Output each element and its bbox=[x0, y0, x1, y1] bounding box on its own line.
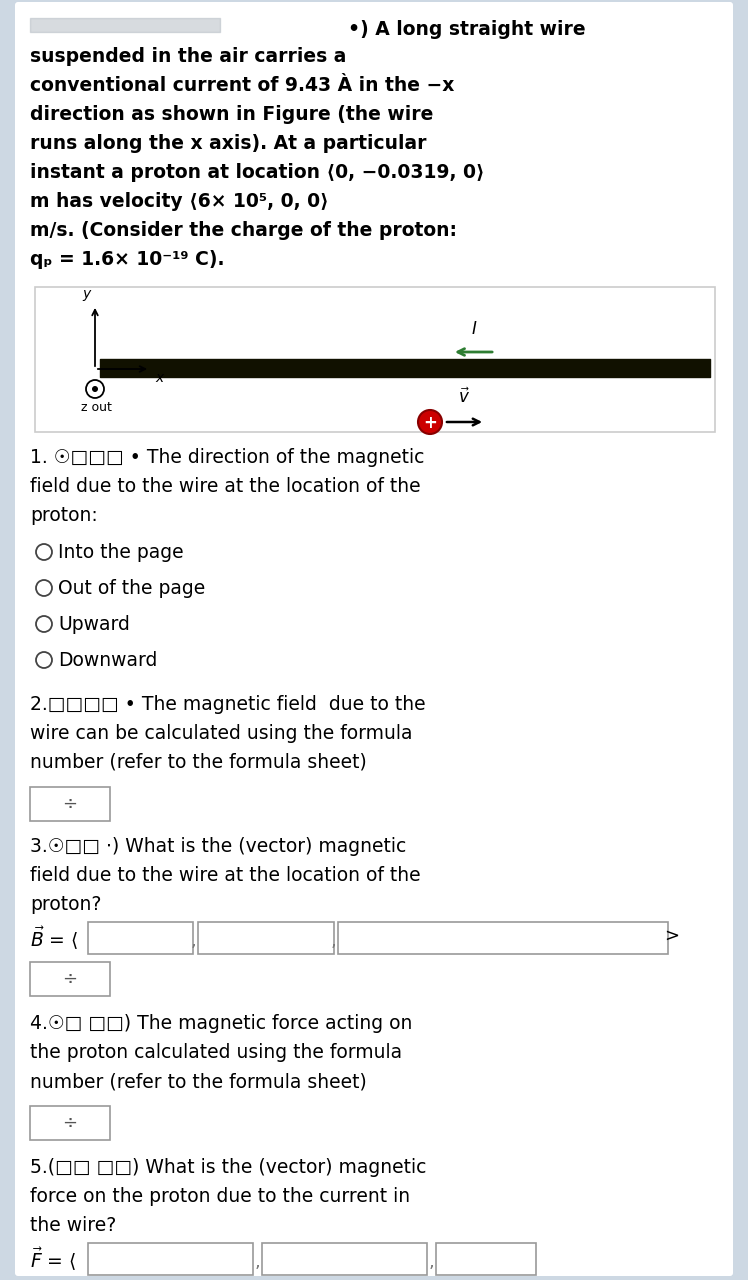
Text: proton?: proton? bbox=[30, 895, 102, 914]
Text: $\vec{B}$ = ⟨: $\vec{B}$ = ⟨ bbox=[30, 924, 79, 951]
FancyBboxPatch shape bbox=[338, 922, 668, 954]
Text: direction as shown in Figure (the wire: direction as shown in Figure (the wire bbox=[30, 105, 433, 124]
Text: Downward: Downward bbox=[58, 652, 157, 669]
FancyBboxPatch shape bbox=[88, 1243, 253, 1275]
Text: field due to the wire at the location of the: field due to the wire at the location of… bbox=[30, 867, 420, 884]
Text: proton:: proton: bbox=[30, 506, 98, 525]
FancyBboxPatch shape bbox=[35, 287, 715, 431]
Text: z out: z out bbox=[81, 401, 111, 413]
Text: ,: , bbox=[331, 932, 336, 950]
Text: force on the proton due to the current in: force on the proton due to the current i… bbox=[30, 1187, 410, 1206]
Text: +: + bbox=[423, 413, 437, 431]
Text: >: > bbox=[664, 927, 679, 945]
Text: m has velocity ⟨6× 10⁵, 0, 0⟩: m has velocity ⟨6× 10⁵, 0, 0⟩ bbox=[30, 192, 329, 211]
Text: qₚ = 1.6× 10⁻¹⁹ C).: qₚ = 1.6× 10⁻¹⁹ C). bbox=[30, 250, 224, 269]
Text: runs along the x axis). At a particular: runs along the x axis). At a particular bbox=[30, 134, 426, 154]
Text: the wire?: the wire? bbox=[30, 1216, 116, 1235]
FancyBboxPatch shape bbox=[436, 1243, 536, 1275]
Text: I: I bbox=[471, 320, 476, 338]
Text: number (refer to the formula sheet): number (refer to the formula sheet) bbox=[30, 753, 367, 772]
Circle shape bbox=[418, 410, 442, 434]
Text: Upward: Upward bbox=[58, 614, 130, 634]
Circle shape bbox=[36, 616, 52, 632]
Circle shape bbox=[86, 380, 104, 398]
Circle shape bbox=[36, 544, 52, 561]
FancyBboxPatch shape bbox=[262, 1243, 427, 1275]
Text: wire can be calculated using the formula: wire can be calculated using the formula bbox=[30, 724, 412, 742]
Text: instant a proton at location ⟨0, −0.0319, 0⟩: instant a proton at location ⟨0, −0.0319… bbox=[30, 163, 485, 182]
Text: x: x bbox=[155, 371, 163, 385]
Text: 5.(□□ □□) What is the (vector) magnetic: 5.(□□ □□) What is the (vector) magnetic bbox=[30, 1158, 426, 1178]
FancyBboxPatch shape bbox=[198, 922, 334, 954]
Text: suspended in the air carries a: suspended in the air carries a bbox=[30, 47, 346, 67]
Text: 3.☉□□ ⋅) What is the (vector) magnetic: 3.☉□□ ⋅) What is the (vector) magnetic bbox=[30, 837, 406, 856]
Text: 1. ☉□□□ • The direction of the magnetic: 1. ☉□□□ • The direction of the magnetic bbox=[30, 448, 424, 467]
Text: ,: , bbox=[190, 932, 196, 950]
Circle shape bbox=[36, 652, 52, 668]
Text: y: y bbox=[83, 287, 91, 301]
FancyBboxPatch shape bbox=[88, 922, 193, 954]
Text: number (refer to the formula sheet): number (refer to the formula sheet) bbox=[30, 1073, 367, 1091]
FancyBboxPatch shape bbox=[30, 1106, 110, 1140]
Text: conventional current of 9.43 À in the −x: conventional current of 9.43 À in the −x bbox=[30, 76, 454, 95]
Text: Into the page: Into the page bbox=[58, 543, 183, 562]
FancyBboxPatch shape bbox=[30, 963, 110, 996]
Text: 4.☉□ □□) The magnetic force acting on: 4.☉□ □□) The magnetic force acting on bbox=[30, 1014, 412, 1033]
Circle shape bbox=[92, 387, 98, 392]
Text: 2.□□□□ • The magnetic field  due to the: 2.□□□□ • The magnetic field due to the bbox=[30, 695, 426, 714]
FancyBboxPatch shape bbox=[30, 787, 110, 820]
Text: ,: , bbox=[254, 1253, 260, 1271]
Text: $\vec{v}$: $\vec{v}$ bbox=[458, 388, 470, 407]
Circle shape bbox=[36, 580, 52, 596]
Text: ÷: ÷ bbox=[63, 1114, 78, 1132]
Text: •) A long straight wire: •) A long straight wire bbox=[348, 20, 586, 38]
FancyBboxPatch shape bbox=[15, 3, 733, 1276]
Text: m/s. (Consider the charge of the proton:: m/s. (Consider the charge of the proton: bbox=[30, 221, 457, 241]
Text: ,: , bbox=[429, 1253, 434, 1271]
Text: the proton calculated using the formula: the proton calculated using the formula bbox=[30, 1043, 402, 1062]
Text: field due to the wire at the location of the: field due to the wire at the location of… bbox=[30, 477, 420, 495]
Text: Out of the page: Out of the page bbox=[58, 579, 205, 598]
Text: ÷: ÷ bbox=[63, 970, 78, 988]
Text: ÷: ÷ bbox=[63, 795, 78, 813]
Text: $\vec{F}$ = ⟨: $\vec{F}$ = ⟨ bbox=[30, 1245, 76, 1272]
